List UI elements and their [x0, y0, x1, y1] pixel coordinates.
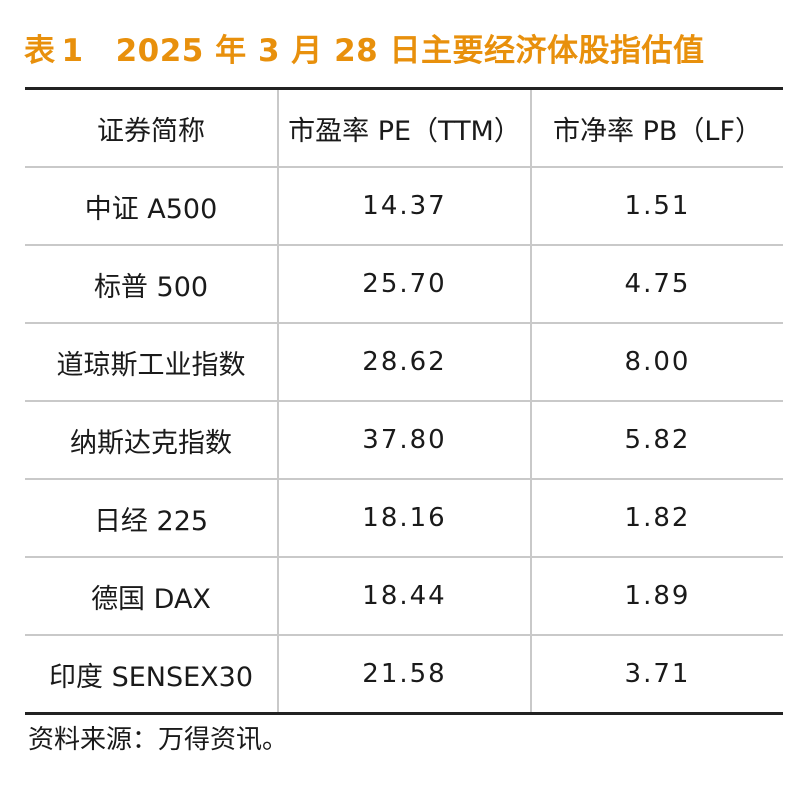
valuation-table: 证券简称 市盈率 PE（TTM） 市净率 PB（LF） 中证 A500 14.3…: [25, 87, 783, 715]
cell-pb: 3.71: [530, 635, 783, 714]
cell-security-name: 标普 500: [93, 271, 209, 303]
cell-pb: 4.75: [530, 245, 783, 323]
cell-pb: 1.89: [530, 557, 783, 635]
table-row: 道琼斯工业指数 28.62 8.00: [25, 323, 783, 401]
cell-pb: 1.51: [530, 167, 783, 245]
cell-pe: 14.37: [277, 167, 531, 245]
cell-pe: 37.80: [277, 401, 531, 479]
cell-pe: 25.70: [277, 245, 531, 323]
table-title-label: 表: [24, 33, 56, 69]
cell-pe: 21.58: [277, 635, 531, 714]
header-pb-lf: 市净率 PB（LF）: [530, 88, 783, 167]
header-security-name: 证券简称: [97, 115, 205, 147]
cell-security-name: 日经 225: [93, 505, 209, 537]
cell-pe: 18.16: [277, 479, 531, 557]
table-row: 德国 DAX 18.44 1.89: [25, 557, 783, 635]
table-row: 日经 225 18.16 1.82: [25, 479, 783, 557]
table-row: 印度 SENSEX30 21.58 3.71: [25, 635, 783, 714]
table-header-row: 证券简称 市盈率 PE（TTM） 市净率 PB（LF）: [25, 88, 783, 167]
cell-security-name: 纳斯达克指数: [70, 427, 232, 459]
cell-security-name: 德国 DAX: [91, 583, 211, 615]
table-title-number: 1: [61, 33, 84, 69]
cell-security-name: 印度 SENSEX30: [48, 661, 254, 693]
table-row: 标普 500 25.70 4.75: [25, 245, 783, 323]
source-note: 资料来源：万得资讯。: [28, 725, 289, 755]
table-row: 中证 A500 14.37 1.51: [25, 167, 783, 245]
cell-pb: 5.82: [530, 401, 783, 479]
cell-pe: 18.44: [277, 557, 531, 635]
table-title-text: 2025 年 3 月 28 日主要经济体股指估值: [115, 33, 705, 69]
table-row: 纳斯达克指数 37.80 5.82: [25, 401, 783, 479]
header-pe-ttm: 市盈率 PE（TTM）: [277, 88, 531, 167]
cell-pb: 8.00: [530, 323, 783, 401]
cell-security-name: 道琼斯工业指数: [56, 349, 246, 381]
cell-security-name: 中证 A500: [84, 193, 218, 225]
table-title: 表 1 2025 年 3 月 28 日主要经济体股指估值: [24, 26, 705, 76]
cell-pe: 28.62: [277, 323, 531, 401]
cell-pb: 1.82: [530, 479, 783, 557]
